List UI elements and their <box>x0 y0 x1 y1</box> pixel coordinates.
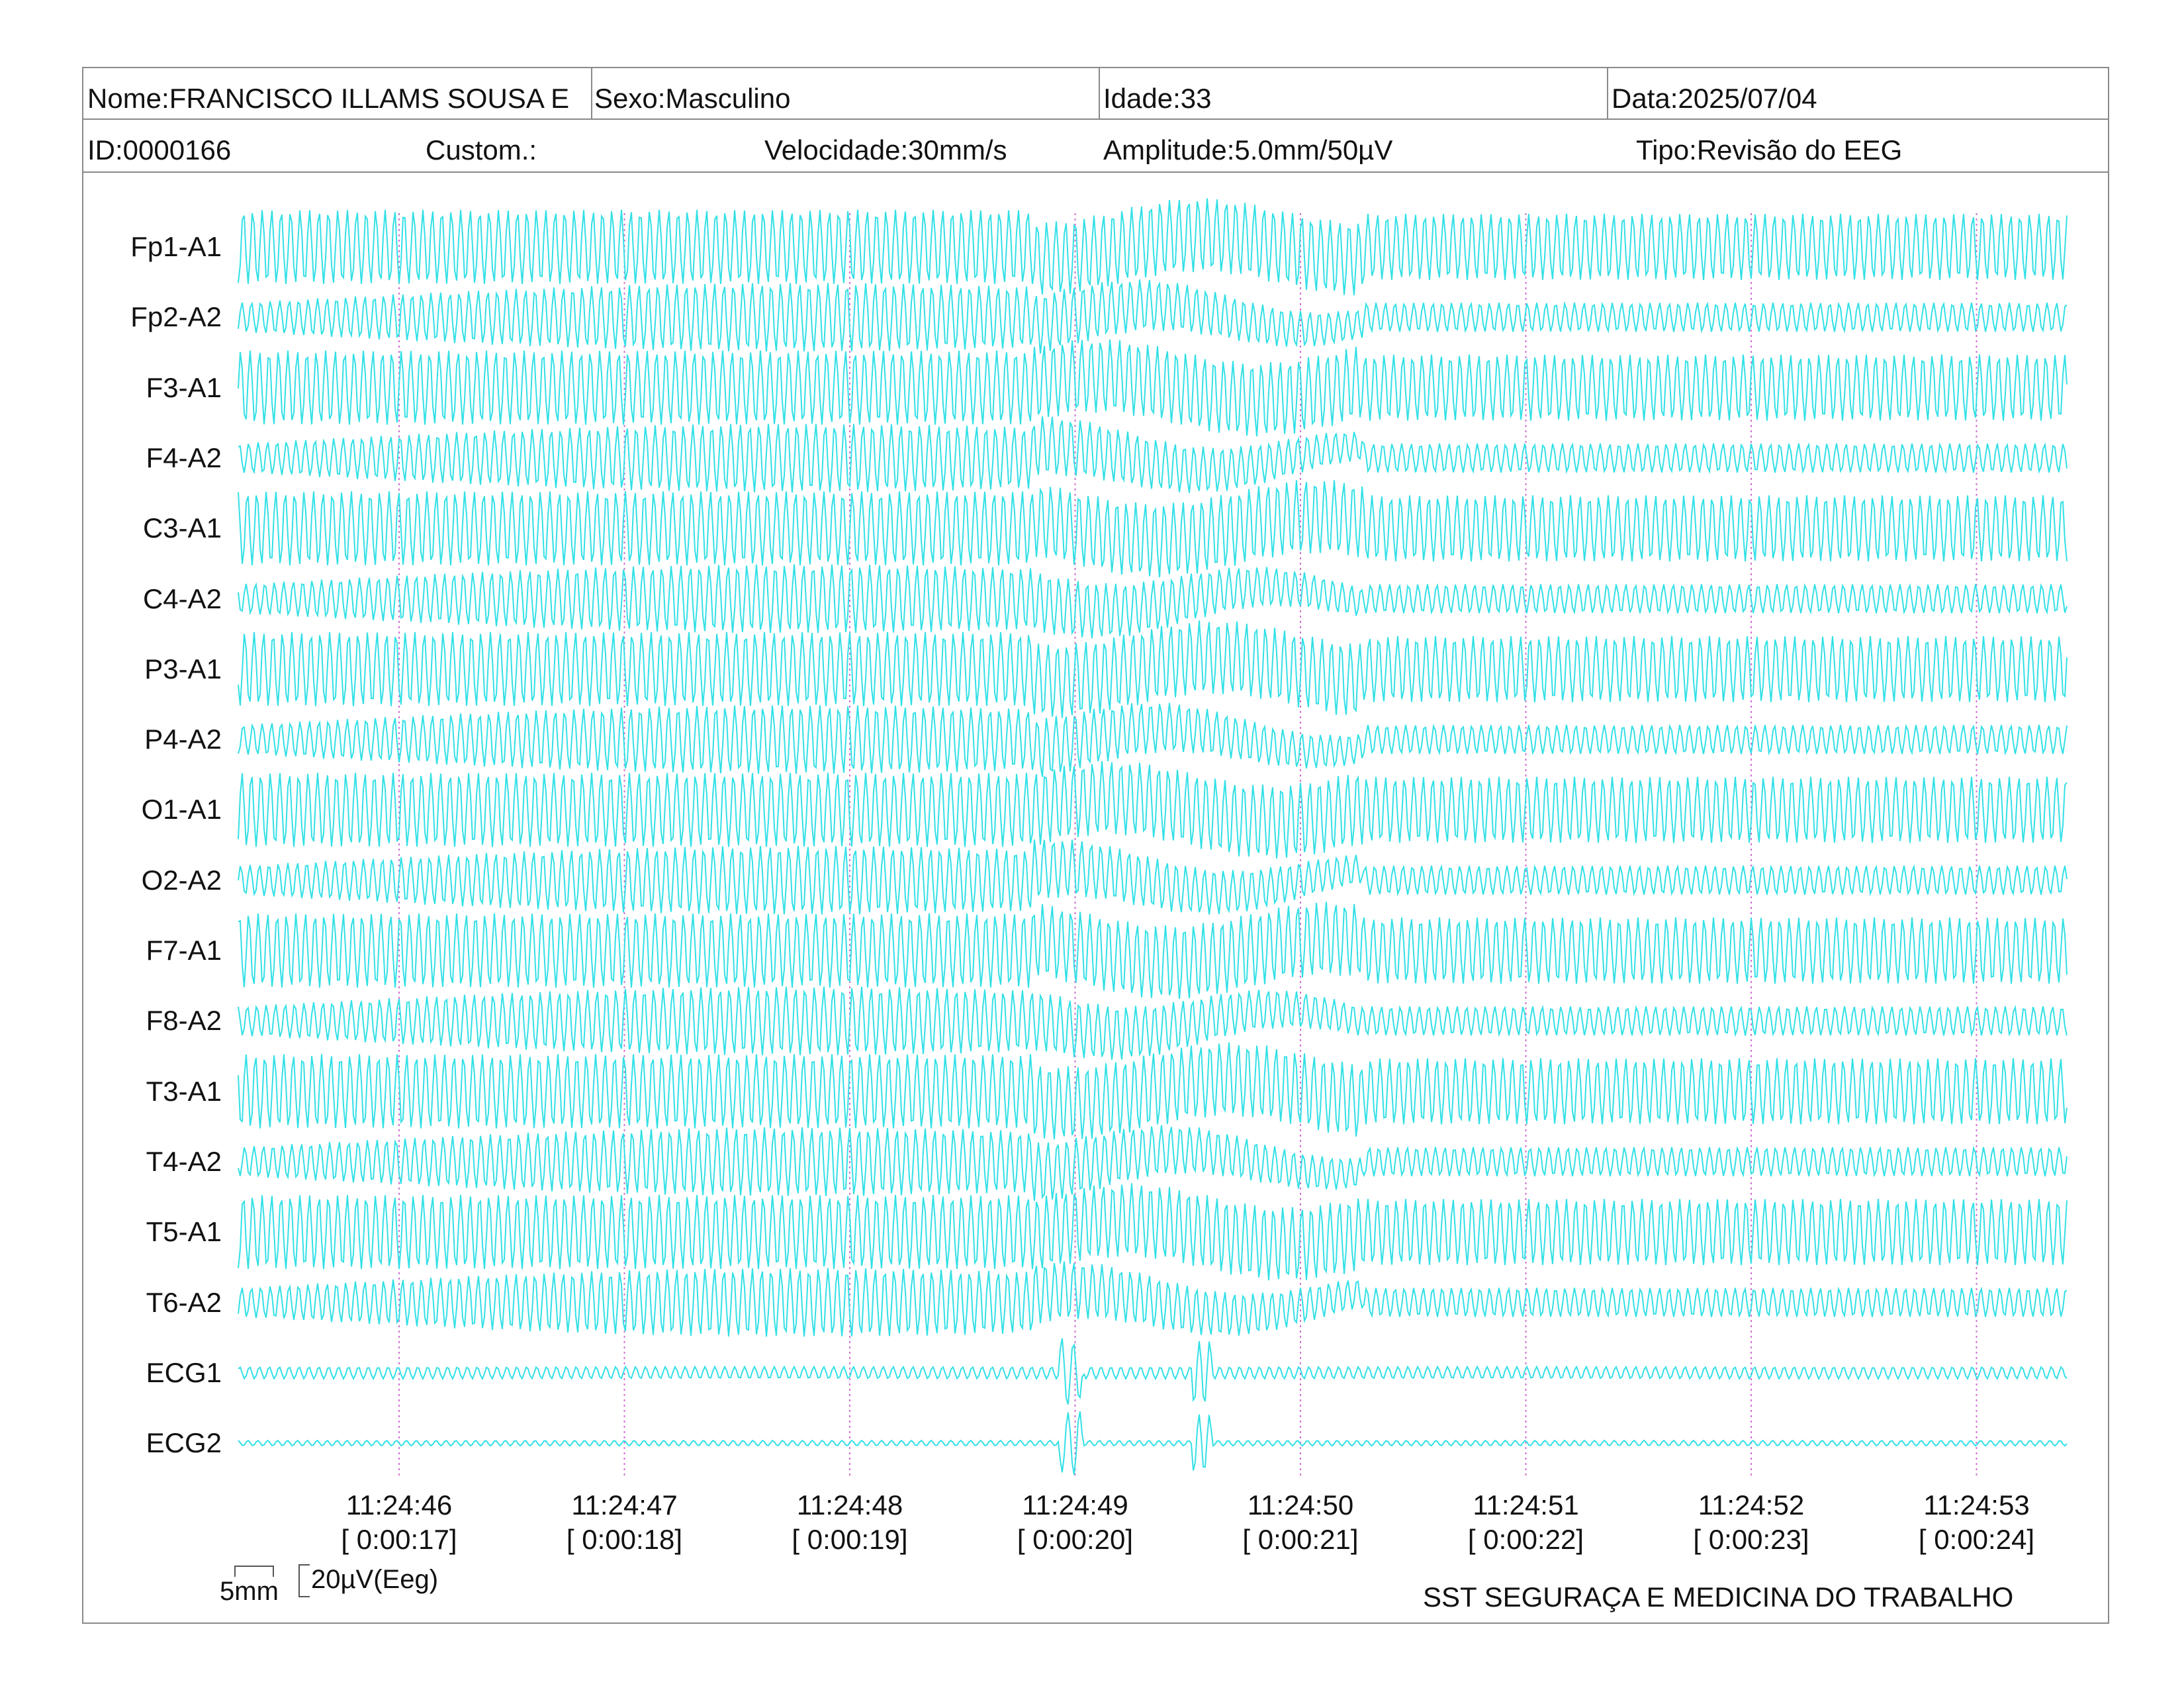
channel-trace <box>238 986 2068 1060</box>
channel-label: F4-A2 <box>146 442 222 473</box>
time-tick-label: 11:24:49[ 0:00:20] <box>996 1488 1155 1557</box>
header-row-patient <box>82 67 2109 120</box>
channel-label: T3-A1 <box>146 1075 222 1107</box>
channel-label: ECG1 <box>146 1356 222 1388</box>
time-tick-label: 11:24:48[ 0:00:19] <box>770 1488 929 1557</box>
channel-label: O2-A2 <box>141 864 222 896</box>
elapsed-time: [ 0:00:19] <box>792 1524 908 1555</box>
channel-label: Fp2-A2 <box>130 301 222 333</box>
exam-date: Data:2025/07/04 <box>1612 85 1817 113</box>
channel-trace <box>238 620 2068 718</box>
clock-time: 11:24:53 <box>1923 1489 2030 1521</box>
exam-type: Tipo:Revisão do EEG <box>1636 136 1903 164</box>
channel-label: F3-A1 <box>146 371 222 403</box>
elapsed-time: [ 0:00:22] <box>1467 1524 1584 1555</box>
patient-id: ID:0000166 <box>87 136 232 164</box>
channel-trace <box>238 564 2068 639</box>
time-tick-label: 11:24:50[ 0:00:21] <box>1221 1488 1380 1557</box>
clock-time: 11:24:49 <box>1022 1489 1128 1521</box>
clock-time: 11:24:52 <box>1698 1489 1805 1521</box>
time-scale-label: 5mm <box>220 1577 279 1606</box>
header-separator <box>1607 67 1608 120</box>
channel-label: O1-A1 <box>141 794 222 825</box>
header-separator <box>591 67 592 120</box>
channel-label: Fp1-A1 <box>130 231 222 262</box>
organization-name: SST SEGURAÇA E MEDICINA DO TRABALHO <box>1423 1581 2014 1613</box>
channel-trace <box>238 279 2068 354</box>
time-tick-label: 11:24:52[ 0:00:23] <box>1672 1488 1831 1557</box>
report-frame <box>82 67 2109 1624</box>
custom-field: Custom.: <box>426 136 537 164</box>
channel-trace <box>238 1261 2068 1337</box>
time-scale-bracket <box>234 1566 274 1577</box>
patient-sex: Sexo:Masculino <box>594 85 791 113</box>
channel-trace <box>238 761 2068 859</box>
amplitude-scale-bracket <box>298 1564 310 1597</box>
clock-time: 11:24:47 <box>571 1489 678 1521</box>
channel-trace <box>238 1338 2068 1405</box>
channel-trace <box>238 702 2068 777</box>
patient-age: Idade:33 <box>1103 85 1212 113</box>
calibration-scale-bar <box>234 1564 310 1597</box>
clock-time: 11:24:50 <box>1247 1489 1354 1521</box>
channel-label: F8-A2 <box>146 1005 222 1037</box>
elapsed-time: [ 0:00:24] <box>1918 1524 2035 1555</box>
clock-time: 11:24:48 <box>796 1489 903 1521</box>
channel-label: T4-A2 <box>146 1145 222 1177</box>
clock-time: 11:24:51 <box>1473 1489 1579 1521</box>
header-separator <box>1099 67 1100 120</box>
header-row-recording <box>82 120 2109 173</box>
eeg-traces <box>238 198 2068 1476</box>
patient-name: Nome:FRANCISCO ILLAMS SOUSA E <box>87 85 570 113</box>
amplitude-scale-label: 20µV(Eeg) <box>311 1565 439 1594</box>
time-tick-label: 11:24:53[ 0:00:24] <box>1897 1488 2056 1557</box>
elapsed-time: [ 0:00:21] <box>1242 1524 1359 1555</box>
amplitude-setting: Amplitude:5.0mm/50µV <box>1103 136 1393 164</box>
channel-trace <box>238 839 2068 915</box>
channel-trace <box>238 416 2068 493</box>
channel-label: C4-A2 <box>142 583 222 614</box>
time-marker-lines <box>398 213 1978 1476</box>
channel-label: ECG2 <box>146 1427 222 1459</box>
channel-label: P3-A1 <box>144 653 222 684</box>
channel-trace <box>238 480 2068 578</box>
channel-trace <box>238 1183 2068 1281</box>
time-tick-label: 11:24:46[ 0:00:17] <box>320 1488 478 1557</box>
channel-trace <box>238 339 2068 437</box>
elapsed-time: [ 0:00:18] <box>566 1524 683 1555</box>
elapsed-time: [ 0:00:17] <box>341 1524 457 1555</box>
elapsed-time: [ 0:00:20] <box>1017 1524 1134 1555</box>
time-tick-label: 11:24:47[ 0:00:18] <box>545 1488 704 1557</box>
channel-label: P4-A2 <box>144 724 222 755</box>
time-tick-label: 11:24:51[ 0:00:22] <box>1447 1488 1606 1557</box>
channel-label: T6-A2 <box>146 1286 222 1318</box>
channel-label: T5-A1 <box>146 1216 222 1248</box>
channel-label: C3-A1 <box>142 512 222 544</box>
channel-label: F7-A1 <box>146 935 222 966</box>
paper-speed: Velocidade:30mm/s <box>764 136 1007 164</box>
clock-time: 11:24:46 <box>345 1489 453 1521</box>
channel-trace <box>238 1125 2068 1201</box>
elapsed-time: [ 0:00:23] <box>1693 1524 1809 1555</box>
channel-trace <box>238 198 2068 296</box>
channel-trace <box>238 1042 2068 1140</box>
channel-trace <box>238 902 2068 999</box>
channel-trace <box>238 1411 2068 1476</box>
